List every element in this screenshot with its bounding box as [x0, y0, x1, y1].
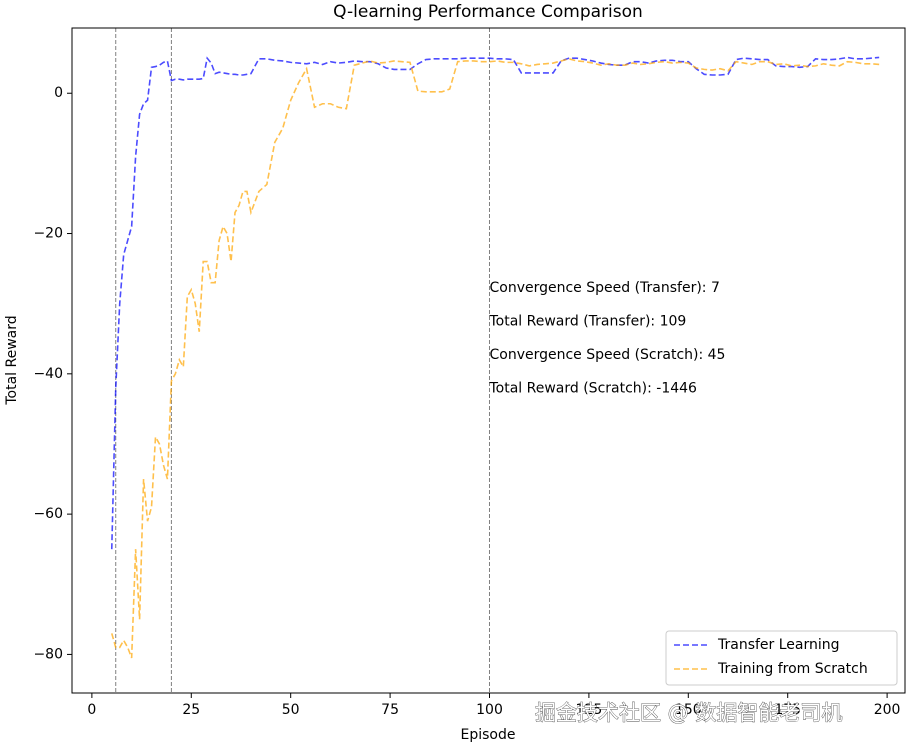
y-tick-label: −20: [33, 226, 63, 242]
y-axis-label: Total Reward: [4, 315, 20, 405]
annotation: Convergence Speed (Scratch): 45: [489, 347, 725, 363]
watermark: 掘金技术社区 @ 数据智能老司机: [535, 701, 842, 725]
y-tick-label: 0: [54, 85, 63, 101]
x-tick-label: 75: [381, 702, 399, 718]
annotation: Convergence Speed (Transfer): 7: [489, 280, 719, 296]
legend-label: Training from Scratch: [717, 661, 868, 677]
x-tick-label: 25: [182, 702, 200, 718]
plot-frame: [71, 27, 906, 694]
x-tick-label: 0: [87, 702, 96, 718]
x-tick-label: 100: [476, 702, 503, 718]
series-line: [110, 56, 880, 550]
y-tick-label: −40: [33, 366, 63, 382]
legend-box: [665, 630, 898, 686]
annotation: Total Reward (Scratch): -1446: [488, 381, 697, 397]
x-tick-label: 200: [874, 702, 901, 718]
y-tick-label: −60: [33, 506, 63, 522]
x-tick-label: 175: [774, 702, 801, 718]
series-line: [110, 58, 880, 659]
x-tick-label: 150: [675, 702, 702, 718]
x-axis-label: Episode: [461, 727, 516, 743]
legend-label: Transfer Learning: [717, 637, 840, 653]
x-tick-label: 125: [576, 702, 603, 718]
annotation: Total Reward (Transfer): 109: [488, 314, 686, 330]
chart-title: Q-learning Performance Comparison: [333, 2, 643, 22]
y-tick-label: −80: [33, 646, 63, 662]
x-tick-label: 50: [282, 702, 300, 718]
